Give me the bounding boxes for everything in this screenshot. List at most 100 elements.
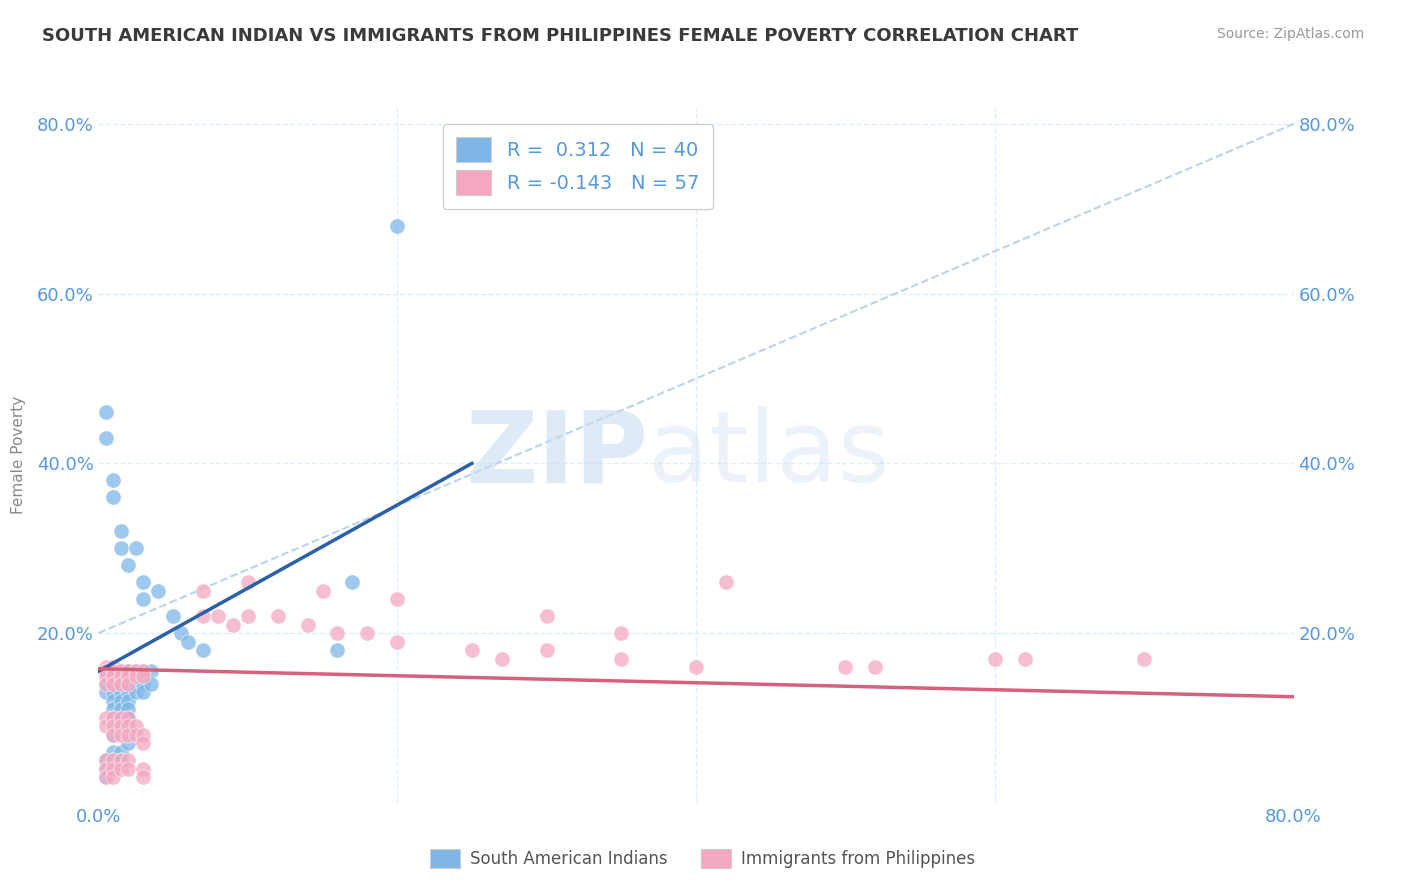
Point	[94, 719, 117, 733]
Point	[125, 541, 148, 556]
Point	[117, 702, 139, 716]
Point	[132, 575, 155, 590]
Point	[385, 219, 409, 233]
Point	[162, 609, 184, 624]
Point	[110, 711, 132, 725]
Point	[117, 677, 139, 691]
Point	[94, 753, 117, 767]
Point	[132, 736, 155, 750]
Point	[117, 668, 139, 682]
Point	[139, 677, 162, 691]
Point	[132, 762, 155, 776]
Point	[865, 660, 887, 674]
Point	[103, 753, 125, 767]
Point	[491, 651, 513, 665]
Point	[1133, 651, 1156, 665]
Point	[103, 719, 125, 733]
Point	[117, 685, 139, 699]
Point	[103, 745, 125, 759]
Point	[685, 660, 707, 674]
Point	[125, 728, 148, 742]
Point	[236, 609, 259, 624]
Point	[94, 711, 117, 725]
Point	[110, 753, 132, 767]
Point	[94, 668, 117, 682]
Point	[132, 685, 155, 699]
Point	[103, 719, 125, 733]
Point	[110, 668, 132, 682]
Point	[103, 711, 125, 725]
Point	[94, 660, 117, 674]
Point	[125, 677, 148, 691]
Point	[117, 711, 139, 725]
Point	[1014, 651, 1036, 665]
Point	[191, 643, 214, 657]
Point	[103, 770, 125, 784]
Point	[117, 762, 139, 776]
Point	[356, 626, 378, 640]
Point	[103, 711, 125, 725]
Legend: R =  0.312   N = 40, R = -0.143   N = 57: R = 0.312 N = 40, R = -0.143 N = 57	[443, 124, 713, 209]
Point	[117, 736, 139, 750]
Point	[110, 745, 132, 759]
Point	[94, 770, 117, 784]
Point	[103, 728, 125, 742]
Point	[132, 665, 155, 679]
Point	[267, 609, 290, 624]
Point	[125, 685, 148, 699]
Point	[132, 770, 155, 784]
Point	[110, 665, 132, 679]
Point	[132, 592, 155, 607]
Point	[132, 668, 155, 682]
Point	[117, 719, 139, 733]
Point	[110, 677, 132, 691]
Point	[94, 431, 117, 445]
Point	[191, 583, 214, 598]
Point	[117, 694, 139, 708]
Point	[117, 558, 139, 573]
Point	[461, 643, 484, 657]
Point	[834, 660, 856, 674]
Point	[110, 665, 132, 679]
Point	[117, 677, 139, 691]
Point	[110, 694, 132, 708]
Point	[297, 617, 319, 632]
Point	[103, 665, 125, 679]
Point	[110, 685, 132, 699]
Point	[222, 617, 245, 632]
Point	[103, 665, 125, 679]
Point	[110, 719, 132, 733]
Point	[103, 694, 125, 708]
Point	[94, 770, 117, 784]
Point	[110, 753, 132, 767]
Text: atlas: atlas	[648, 407, 890, 503]
Point	[103, 753, 125, 767]
Point	[714, 575, 737, 590]
Point	[94, 665, 117, 679]
Point	[110, 702, 132, 716]
Point	[125, 668, 148, 682]
Point	[536, 643, 558, 657]
Point	[207, 609, 229, 624]
Point	[103, 762, 125, 776]
Point	[385, 634, 409, 648]
Point	[117, 753, 139, 767]
Point	[610, 626, 633, 640]
Point	[610, 651, 633, 665]
Point	[117, 711, 139, 725]
Point	[94, 753, 117, 767]
Point	[110, 677, 132, 691]
Point	[103, 474, 125, 488]
Text: ZIP: ZIP	[465, 407, 648, 503]
Point	[94, 762, 117, 776]
Point	[94, 665, 117, 679]
Point	[169, 626, 191, 640]
Point	[132, 677, 155, 691]
Point	[125, 665, 148, 679]
Point	[326, 643, 349, 657]
Point	[103, 668, 125, 682]
Point	[103, 660, 125, 674]
Legend: South American Indians, Immigrants from Philippines: South American Indians, Immigrants from …	[423, 842, 983, 875]
Point	[326, 626, 349, 640]
Point	[311, 583, 333, 598]
